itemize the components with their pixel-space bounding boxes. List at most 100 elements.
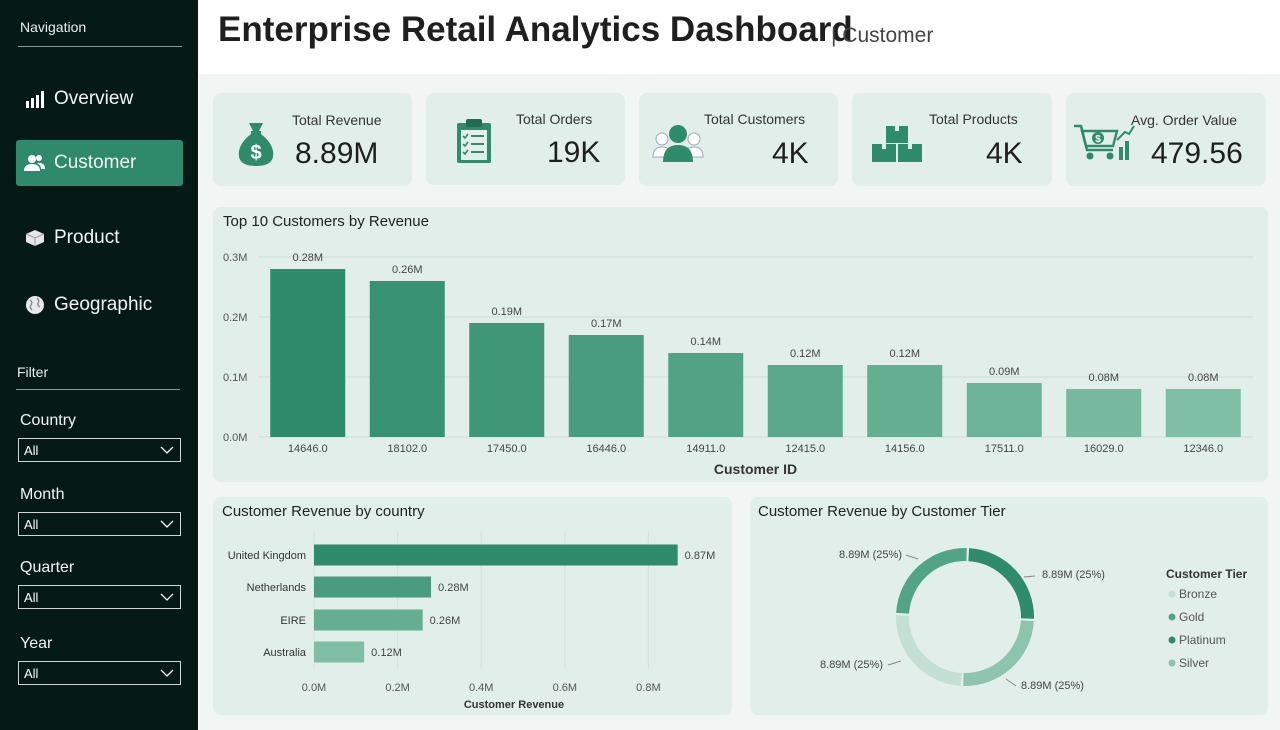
month-slicer[interactable]: All: [18, 512, 181, 536]
data-label: 0.26M: [430, 615, 461, 627]
chevron-down-icon: [160, 667, 174, 682]
title-bar: Enterprise Retail Analytics Dashboard | …: [199, 0, 1280, 74]
data-label: 8.89M (25%): [820, 659, 883, 671]
tier-revenue-chart-panel: Customer Revenue by Customer Tier 8.89M …: [750, 497, 1268, 715]
kpi-label: Total Customers: [704, 111, 806, 127]
y-tick-label: Netherlands: [247, 582, 307, 594]
kpi-label: Avg. Order Value: [1131, 112, 1238, 128]
top-customers-chart-panel: Top 10 Customers by Revenue 0.0M 0.1M 0.2M…: [213, 207, 1268, 482]
chart-title: Customer Revenue by Customer Tier: [758, 503, 1006, 520]
chart-title: Top 10 Customers by Revenue: [223, 213, 429, 230]
legend-marker: [1168, 590, 1176, 598]
country-revenue-bar-chart: 0.0M 0.2M 0.4M 0.6M 0.8M United Kingdom 0.87M N…: [228, 532, 716, 711]
leader-line: [887, 660, 902, 666]
data-label: 0.17M: [591, 318, 622, 330]
country-slicer-value: All: [24, 442, 39, 458]
y-tick-label: 0.0M: [223, 432, 247, 444]
y-tick-label: Australia: [263, 647, 307, 659]
tier-revenue-donut-chart: 8.89M (25%) 8.89M (25%) 8.89M (25%) 8.89M (…: [820, 548, 1247, 692]
month-slicer-value: All: [24, 516, 39, 532]
filter-header: Filter: [17, 364, 49, 380]
bar: [314, 641, 365, 663]
bar: [314, 609, 423, 631]
users-icon: [24, 152, 46, 174]
year-slicer-value: All: [24, 665, 39, 681]
donut-slice: [963, 620, 1034, 686]
x-tick-label: 17450.0: [487, 443, 527, 455]
x-tick-label: 18102.0: [387, 443, 427, 455]
chevron-down-icon: [160, 518, 174, 533]
page-subtitle: | Customer: [831, 24, 934, 47]
customers-icon: [652, 123, 704, 168]
navigation-divider: [18, 46, 182, 47]
cart-growth-icon: $: [1073, 122, 1135, 169]
kpi-label: Total Orders: [516, 111, 593, 127]
data-label: 0.14M: [690, 336, 721, 348]
data-label: 0.12M: [371, 647, 402, 659]
data-label: 0.09M: [989, 366, 1020, 378]
kpi-card-total-customers: Total Customers 4K: [639, 93, 838, 186]
filter-divider: [16, 389, 180, 390]
globe-icon: [24, 294, 46, 316]
bar-chart-icon: [24, 88, 46, 110]
legend-marker: [1168, 613, 1176, 621]
x-tick-label: 14646.0: [288, 443, 328, 455]
bar: [314, 544, 678, 566]
boxes-icon: [871, 125, 923, 168]
y-tick-label: 0.3M: [223, 252, 247, 264]
kpi-value: 479.56: [1151, 137, 1243, 170]
legend-marker: [1168, 659, 1176, 667]
nav-item-label: Geographic: [54, 294, 153, 315]
month-slicer-label: Month: [20, 486, 65, 503]
kpi-label: Total Products: [929, 111, 1018, 127]
x-tick-label: 12415.0: [785, 443, 825, 455]
bar: [568, 335, 644, 437]
navigation-header: Navigation: [20, 19, 87, 35]
nav-item-overview[interactable]: Overview: [16, 76, 183, 122]
x-tick-label: 14156.0: [885, 443, 925, 455]
bar: [668, 353, 744, 437]
money-bag-icon: $: [236, 121, 276, 172]
bar: [767, 365, 843, 437]
quarter-slicer[interactable]: All: [18, 585, 181, 609]
data-label: 0.28M: [292, 252, 323, 264]
svg-text:$: $: [250, 142, 261, 164]
sidebar: Navigation Overview Customer Product Geo…: [0, 0, 198, 730]
x-tick-label: 0.6M: [553, 682, 577, 694]
legend-label: Silver: [1179, 656, 1209, 670]
data-label: 0.87M: [685, 550, 716, 562]
kpi-label: Total Revenue: [292, 112, 382, 128]
x-tick-label: 0.0M: [302, 682, 326, 694]
x-tick-label: 0.8M: [636, 682, 660, 694]
svg-text:$: $: [1095, 134, 1101, 145]
box-icon: [24, 227, 46, 249]
data-label: 0.26M: [392, 264, 423, 276]
legend-title: Customer Tier: [1166, 567, 1247, 581]
data-label: 0.12M: [889, 348, 920, 360]
legend-label: Platinum: [1179, 633, 1226, 647]
nav-item-customer[interactable]: Customer: [16, 140, 183, 186]
data-label: 0.08M: [1188, 372, 1219, 384]
kpi-card-total-revenue: $ Total Revenue 8.89M: [213, 93, 412, 186]
chevron-down-icon: [160, 444, 174, 459]
y-tick-label: 0.1M: [223, 372, 247, 384]
country-slicer[interactable]: All: [18, 438, 181, 462]
x-tick-label: 16029.0: [1084, 443, 1124, 455]
data-label: 8.89M (25%): [839, 549, 902, 561]
data-label: 0.19M: [491, 306, 522, 318]
chart-title: Customer Revenue by country: [222, 503, 425, 520]
bar: [270, 269, 346, 437]
year-slicer[interactable]: All: [18, 661, 181, 685]
country-slicer-label: Country: [20, 412, 77, 429]
bar: [966, 383, 1042, 437]
nav-item-product[interactable]: Product: [16, 215, 183, 261]
donut-slice: [896, 615, 962, 686]
kpi-card-avg-order-value: $ Avg. Order Value 479.56: [1066, 93, 1266, 186]
nav-item-label: Customer: [54, 152, 137, 173]
legend-marker: [1168, 636, 1176, 644]
year-slicer-label: Year: [20, 635, 53, 652]
nav-item-geographic[interactable]: Geographic: [16, 282, 183, 328]
bar: [314, 576, 432, 598]
quarter-slicer-value: All: [24, 589, 39, 605]
nav-item-label: Overview: [54, 88, 134, 109]
